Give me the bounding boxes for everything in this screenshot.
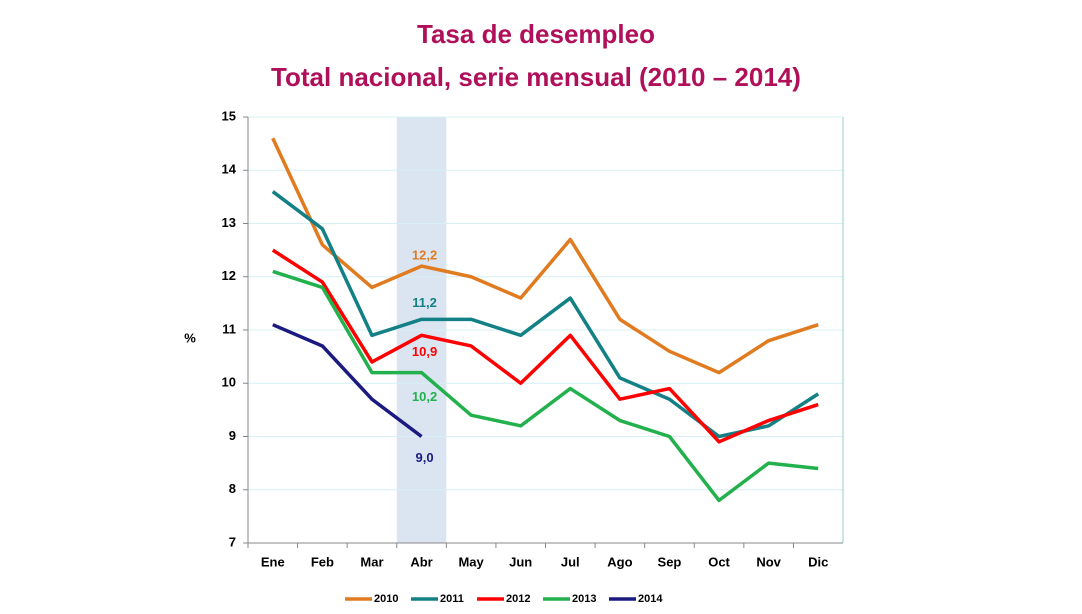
chart-title: Tasa de desempleo <box>417 19 655 49</box>
y-tick-label: 8 <box>229 481 236 496</box>
x-tick-label: Abr <box>410 554 432 569</box>
y-tick-label: 11 <box>222 321 236 336</box>
series-line <box>271 190 820 439</box>
legend-label: 2011 <box>440 593 464 605</box>
x-tick-label: Sep <box>658 554 682 569</box>
x-tick-label: May <box>458 554 484 569</box>
series-line <box>272 323 423 438</box>
y-tick-label: 7 <box>229 534 236 549</box>
x-tick-label: Feb <box>311 554 334 569</box>
x-tick-label: Nov <box>756 554 781 569</box>
x-tick-label: Ene <box>261 554 285 569</box>
series-line <box>271 137 819 375</box>
value-label: 10,2 <box>412 389 437 404</box>
x-tick-label: Oct <box>708 554 730 569</box>
y-tick-label: 14 <box>222 162 237 177</box>
y-tick-label: 13 <box>222 215 236 230</box>
x-tick-label: Dic <box>808 554 828 569</box>
legend-label: 2014 <box>638 593 663 605</box>
x-tick-label: Mar <box>360 554 383 569</box>
legend-label: 2013 <box>572 593 596 605</box>
series-line <box>271 248 819 444</box>
legend-label: 2012 <box>506 593 530 605</box>
x-tick-label: Ago <box>607 554 632 569</box>
x-tick-label: Jul <box>561 554 580 569</box>
value-label: 12,2 <box>412 248 437 263</box>
value-label: 9,0 <box>416 450 434 465</box>
legend-label: 2010 <box>374 593 398 605</box>
y-tick-label: 12 <box>222 268 236 283</box>
value-label: 11,2 <box>412 295 437 310</box>
chart-subtitle: Total nacional, serie mensual (2010 – 20… <box>271 62 801 92</box>
y-tick-label: 15 <box>222 108 236 123</box>
y-tick-label: 10 <box>222 375 236 390</box>
series-line <box>272 269 819 503</box>
value-label: 10,9 <box>412 344 437 359</box>
y-axis-label: % <box>184 330 196 345</box>
y-tick-label: 9 <box>229 428 236 443</box>
x-tick-label: Jun <box>509 554 532 569</box>
